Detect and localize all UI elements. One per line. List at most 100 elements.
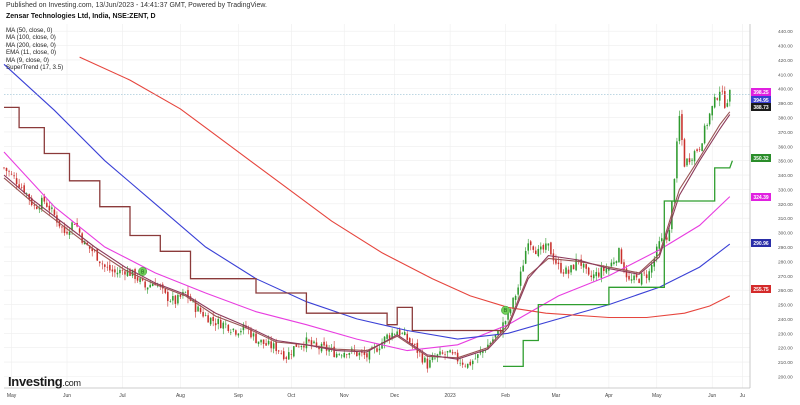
candle-up (393, 333, 396, 335)
candle-up (119, 269, 121, 274)
candle-down (164, 288, 167, 293)
investing-logo[interactable]: Investing.com (8, 374, 81, 389)
legend-item-supertrend[interactable]: SuperTrend (17, 3.5) (6, 64, 64, 72)
candle-down (207, 315, 209, 323)
y-tick-label: 320.00 (778, 202, 793, 208)
candle-up (431, 357, 434, 361)
candle-up (197, 306, 199, 312)
candle-down (560, 262, 562, 273)
candle-down (333, 346, 335, 357)
candle-down (61, 226, 63, 228)
x-tick-label: May (652, 393, 662, 399)
candle-down (683, 139, 686, 167)
candle-down (295, 344, 298, 347)
legend-item-ma50[interactable]: MA (50, close, 0) (6, 27, 53, 34)
candle-up (703, 125, 706, 144)
plot-background (4, 24, 750, 388)
y-tick-label: 230.00 (778, 331, 793, 337)
candle-down (121, 270, 124, 271)
candle-up (650, 264, 653, 273)
candle-up (335, 353, 338, 358)
candle-up (545, 243, 547, 250)
candle-up (633, 275, 635, 281)
candle-up (479, 351, 482, 354)
candle-down (15, 178, 18, 185)
candle-up (439, 351, 441, 355)
candle-up (222, 322, 225, 329)
candle-down (18, 184, 20, 188)
legend-item-ma100[interactable]: MA (100, close, 0) (6, 34, 56, 42)
candle-down (421, 353, 424, 363)
x-tick-label: Oct (287, 393, 295, 399)
candle-down (408, 338, 411, 343)
candle-up (260, 339, 262, 343)
candle-down (688, 158, 691, 163)
candle-down (366, 353, 368, 358)
y-tick-label: 420.00 (778, 58, 793, 64)
y-tick-label: 400.00 (778, 87, 793, 93)
candle-up (713, 96, 716, 108)
supertrend-line (503, 160, 734, 368)
buy-signal-label: B (504, 308, 508, 314)
candle-up (540, 246, 542, 250)
candle-down (262, 339, 265, 344)
y-tick-label: 300.00 (778, 231, 793, 237)
y-tick-label: 350.00 (778, 159, 793, 165)
candle-down (356, 351, 358, 357)
series-line (79, 56, 731, 319)
series-line (3, 151, 731, 352)
candle-down (159, 284, 162, 287)
candle-down (499, 331, 502, 333)
candle-up (691, 159, 693, 161)
candle-down (376, 348, 378, 352)
candle-down (88, 245, 91, 249)
candle-up (640, 273, 643, 285)
candle-down (212, 317, 214, 322)
candle-up (686, 158, 688, 166)
legend-item-ma9[interactable]: MA (9, close, 0) (6, 56, 49, 64)
x-tick-label: Nov (340, 393, 349, 399)
y-tick-label: 430.00 (778, 44, 793, 50)
candle-up (658, 241, 661, 249)
candle-down (414, 343, 416, 345)
y-tick-label: 360.00 (778, 144, 793, 150)
candle-down (532, 246, 535, 250)
price-tag (751, 285, 771, 293)
candle-up (240, 330, 242, 333)
candle-down (8, 171, 10, 173)
candle-down (585, 264, 587, 269)
candle-down (109, 264, 111, 271)
y-tick-label: 260.00 (778, 288, 793, 294)
candle-down (623, 262, 625, 271)
candle-down (46, 202, 48, 207)
candle-up (403, 332, 406, 335)
legend-item-ma200[interactable]: MA (200, close, 0) (6, 41, 56, 49)
y-tick-label: 440.00 (778, 29, 793, 35)
candle-down (308, 339, 310, 342)
candle-down (101, 263, 104, 265)
candle-up (726, 103, 729, 107)
candle-up (494, 334, 497, 338)
candle-down (35, 206, 38, 209)
candle-down (590, 275, 593, 278)
candle-up (522, 265, 524, 272)
y-tick-label: 340.00 (778, 173, 793, 179)
candle-up (595, 272, 598, 277)
candle-up (300, 345, 303, 347)
candle-up (466, 363, 469, 368)
candle-up (293, 346, 295, 357)
candle-up (693, 151, 696, 162)
candle-down (134, 269, 136, 279)
legend-item-ema11[interactable]: EMA (11, close, 0) (6, 49, 57, 57)
candle-down (643, 272, 645, 274)
candle-up (267, 340, 270, 345)
candle-down (106, 266, 109, 268)
candle-up (172, 296, 174, 301)
price-tag-value: 290.96 (753, 241, 769, 247)
y-tick-label: 240.00 (778, 317, 793, 323)
candle-down (542, 245, 545, 250)
candle-up (474, 358, 477, 360)
candle-up (711, 105, 713, 116)
